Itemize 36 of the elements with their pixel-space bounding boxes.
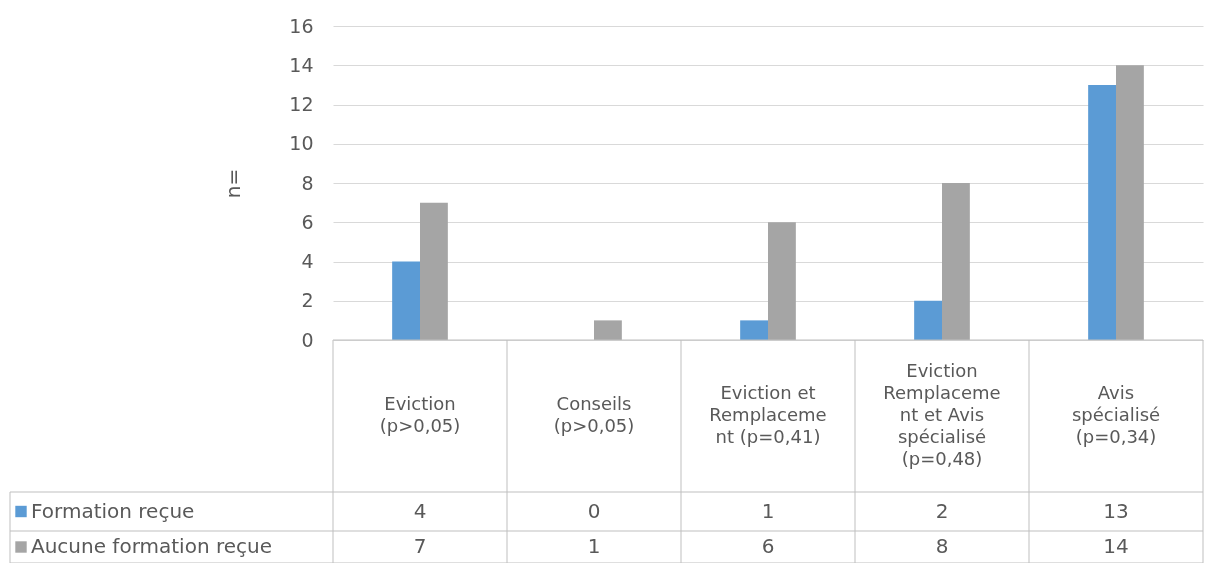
bar (942, 183, 970, 340)
y-axis-title: n= (221, 168, 246, 199)
data-label: 7 (413, 534, 427, 558)
data-label: 14 (1103, 534, 1129, 558)
x-tick-label: Conseils (p>0,05) (553, 393, 635, 436)
data-label: 0 (587, 498, 601, 523)
data-label: 6 (761, 534, 775, 558)
bar (914, 300, 942, 340)
bar (768, 222, 796, 340)
bar (420, 202, 448, 340)
legend-label: Formation reçue (31, 498, 195, 523)
y-tick-label: 0 (301, 328, 314, 351)
x-tick-label: Eviction et Remplaceme nt (p=0,41) (709, 382, 827, 447)
data-label: 1 (761, 498, 775, 523)
y-tick-label: 4 (301, 250, 314, 272)
y-tick-label: 10 (289, 132, 314, 155)
data-label: 1 (587, 534, 601, 558)
data-label: 4 (413, 498, 427, 523)
data-label: 13 (1103, 498, 1129, 523)
data-label: 2 (935, 498, 949, 523)
bar (594, 320, 622, 340)
bar (1088, 84, 1116, 340)
x-tick-label: Eviction (p>0,05) (379, 393, 461, 436)
y-tick-label: 6 (301, 210, 314, 233)
bar (1116, 65, 1144, 340)
x-tick-label: Avis spécialisé (p=0,34) (1071, 382, 1161, 447)
y-tick-label: 2 (301, 289, 314, 312)
y-tick-label: 12 (289, 93, 314, 115)
y-tick-label: 8 (301, 171, 314, 194)
y-tick-label: 16 (289, 14, 314, 37)
x-tick-label: Eviction Remplaceme nt et Avis spécialisé (p=0,48) (883, 360, 1001, 469)
bar (740, 320, 768, 340)
data-label: 8 (935, 534, 949, 558)
legend-label: Aucune formation reçue (31, 534, 272, 558)
y-tick-label: 14 (289, 53, 314, 76)
bar (392, 261, 420, 340)
